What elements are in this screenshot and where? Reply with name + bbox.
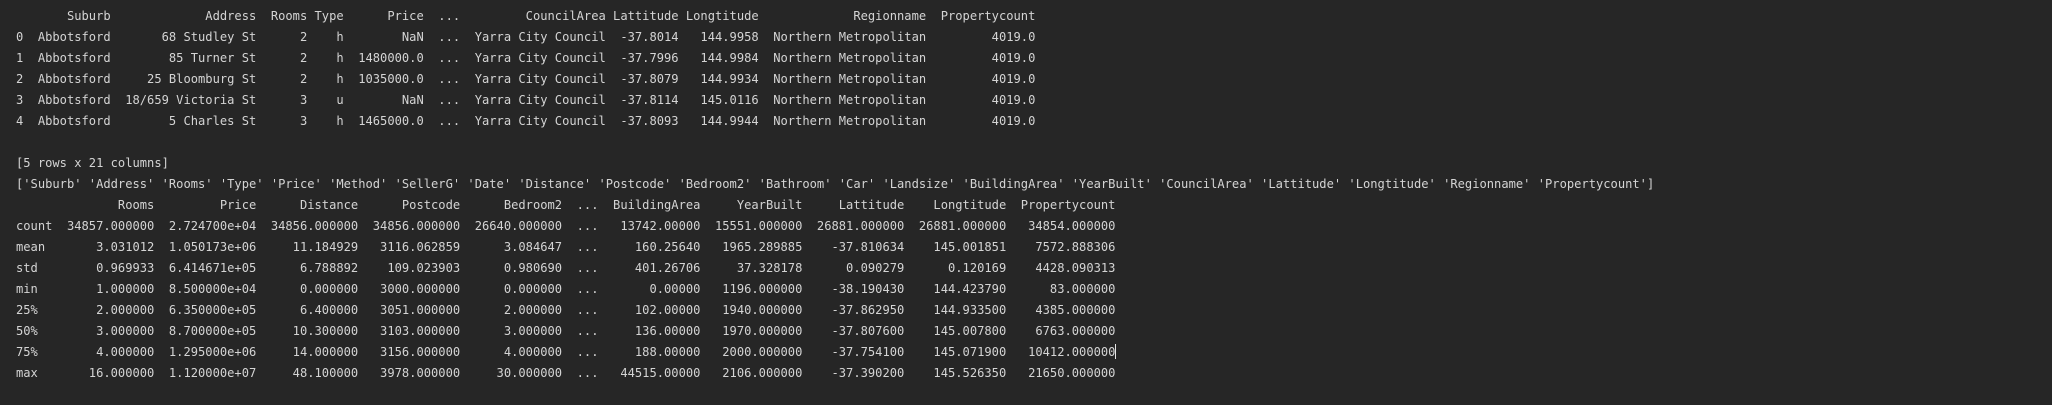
text-cursor bbox=[1115, 344, 1117, 359]
blank-line bbox=[16, 132, 1654, 153]
describe-table-row: count 34857.000000 2.724700e+04 34856.00… bbox=[16, 219, 1116, 233]
describe-table-row-with-caret: 75% 4.000000 1.295000e+06 14.000000 3156… bbox=[16, 342, 1654, 363]
describe-table-row: 50% 3.000000 8.700000e+05 10.300000 3103… bbox=[16, 324, 1116, 338]
head-table-header: Suburb Address Rooms Type Price ... Coun… bbox=[16, 9, 1036, 23]
head-table-row: 3 Abbotsford 18/659 Victoria St 3 u NaN … bbox=[16, 93, 1036, 107]
shape-note: [5 rows x 21 columns] bbox=[16, 156, 169, 170]
describe-table-row: mean 3.031012 1.050173e+06 11.184929 311… bbox=[16, 240, 1116, 254]
head-table-row: 0 Abbotsford 68 Studley St 2 h NaN ... Y… bbox=[16, 30, 1036, 44]
describe-table-row: min 1.000000 8.500000e+04 0.000000 3000.… bbox=[16, 282, 1116, 296]
head-table-row: 2 Abbotsford 25 Bloomburg St 2 h 1035000… bbox=[16, 72, 1036, 86]
describe-table-row: 25% 2.000000 6.350000e+05 6.400000 3051.… bbox=[16, 303, 1116, 317]
cell-output: Suburb Address Rooms Type Price ... Coun… bbox=[16, 6, 1654, 384]
describe-table-row: 75% 4.000000 1.295000e+06 14.000000 3156… bbox=[16, 345, 1116, 359]
head-table-row: 1 Abbotsford 85 Turner St 2 h 1480000.0 … bbox=[16, 51, 1036, 65]
head-table-row: 4 Abbotsford 5 Charles St 3 h 1465000.0 … bbox=[16, 114, 1036, 128]
describe-table-row: std 0.969933 6.414671e+05 6.788892 109.0… bbox=[16, 261, 1116, 275]
describe-table-row: max 16.000000 1.120000e+07 48.100000 397… bbox=[16, 366, 1116, 380]
describe-table-header: Rooms Price Distance Postcode Bedroom2 .… bbox=[16, 198, 1116, 212]
columns-list: ['Suburb' 'Address' 'Rooms' 'Type' 'Pric… bbox=[16, 177, 1655, 191]
